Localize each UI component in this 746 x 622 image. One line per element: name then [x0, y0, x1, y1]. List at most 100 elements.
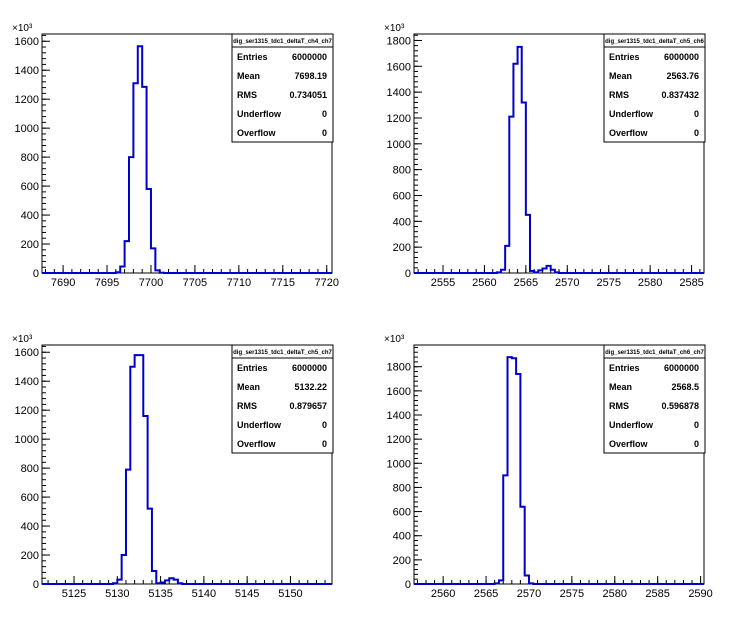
x-tick-label: 2575: [596, 277, 620, 289]
histogram-line: [414, 45, 704, 274]
x-tick-label: 2590: [688, 588, 712, 600]
y-tick-label: 600: [393, 507, 411, 519]
stats-label: Mean: [237, 71, 260, 81]
stats-box: dig_ser1315_tdc1_deltaT_ch4_ch7 Entries 60…: [231, 33, 334, 143]
stats-label: Entries: [237, 52, 268, 62]
y-tick-label: 800: [21, 463, 39, 475]
x-tick-label: 2585: [645, 588, 669, 600]
stats-value: 0: [322, 128, 327, 138]
y-tick-label: 800: [21, 152, 39, 164]
y-tick-label: 1400: [387, 410, 411, 422]
histogram-line: [42, 45, 332, 274]
y-tick-label: 1000: [15, 434, 39, 446]
y-tick-label: 1200: [15, 94, 39, 106]
y-tick-label: 0: [405, 268, 411, 280]
stats-value: 0.596878: [661, 401, 699, 411]
y-tick-label: 1600: [387, 61, 411, 73]
stats-value: 0.734051: [289, 90, 327, 100]
stats-box-frame: [231, 344, 334, 454]
stats-value: 0: [322, 109, 327, 119]
stats-value: 6000000: [664, 52, 699, 62]
x-tick-label: 2560: [472, 277, 496, 289]
stats-label: Entries: [609, 52, 640, 62]
x-tick-label: 5135: [148, 588, 172, 600]
x-tick-label: 5150: [278, 588, 302, 600]
x-tick-label: 7700: [139, 277, 163, 289]
stats-box-frame: [231, 33, 334, 143]
y-exponent-label: ×10³: [12, 23, 33, 34]
stats-box: dig_ser1315_tdc1_deltaT_ch6_ch7 Entries 60…: [603, 344, 706, 454]
stats-label: Overflow: [237, 128, 277, 138]
x-tick-label: 2565: [474, 588, 498, 600]
y-tick-label: 0: [405, 579, 411, 591]
y-tick-label: 1000: [387, 139, 411, 151]
x-tick-label: 5130: [105, 588, 129, 600]
x-tick-label: 2585: [679, 277, 703, 289]
stats-label: Overflow: [609, 128, 649, 138]
stats-label: RMS: [237, 90, 257, 100]
x-tick-label: 2570: [555, 277, 579, 289]
histogram-pad-4: 0 200 400 600 800 1000 1200 1400 1600 1800 ×10³ 256…: [384, 334, 713, 600]
histogram-pad-2: 0 200 400 600 800 1000 1200 1400 1600 1800×10³ 255…: [384, 23, 706, 289]
y-tick-label: 1000: [387, 458, 411, 470]
x-tick-label: 7710: [227, 277, 251, 289]
y-tick-label: 600: [393, 190, 411, 202]
y-tick-label: 400: [21, 521, 39, 533]
stats-value: 0: [694, 439, 699, 449]
stats-value: 2563.76: [666, 71, 699, 81]
x-tick-label: 7705: [183, 277, 207, 289]
x-tick-label: 5145: [235, 588, 259, 600]
stats-box: dig_ser1315_tdc1_deltaT_ch5_ch7 Entries 60…: [231, 344, 334, 454]
x-tick-label: 7720: [314, 277, 338, 289]
stats-value: 2568.5: [671, 382, 699, 392]
y-tick-label: 1400: [15, 65, 39, 77]
stats-value: 0: [322, 420, 327, 430]
y-exponent-label: ×10³: [384, 23, 405, 34]
y-tick-label: 1400: [387, 87, 411, 99]
y-tick-label: 800: [393, 165, 411, 177]
x-tick-label: 7715: [271, 277, 295, 289]
x-tick-label: 2570: [517, 588, 541, 600]
stats-title: dig_ser1315_tdc1_deltaT_ch4_ch7: [233, 39, 332, 45]
x-tick-label: 2580: [603, 588, 627, 600]
y-tick-label: 1600: [387, 386, 411, 398]
x-tick-label: 2565: [514, 277, 538, 289]
y-tick-label: 400: [393, 531, 411, 543]
stats-label: Overflow: [237, 439, 277, 449]
stats-title: dig_ser1315_tdc1_deltaT_ch5_ch7: [233, 350, 332, 356]
stats-value: 6000000: [292, 363, 327, 373]
y-tick-label: 200: [21, 239, 39, 251]
y-tick-label: 600: [21, 181, 39, 193]
stats-box-frame: [603, 344, 706, 454]
y-exponent-label: ×10³: [384, 334, 405, 345]
y-tick-label: 600: [21, 492, 39, 504]
x-tick-label: 7690: [51, 277, 75, 289]
y-tick-label: 1200: [387, 434, 411, 446]
y-tick-label: 200: [393, 555, 411, 567]
x-tick-label: 5140: [192, 588, 216, 600]
stats-value: 0.837432: [661, 90, 699, 100]
y-tick-label: 1800: [387, 35, 411, 47]
stats-label: RMS: [237, 401, 257, 411]
stats-value: 6000000: [664, 363, 699, 373]
x-tick-label: 2575: [560, 588, 584, 600]
x-tick-label: 5125: [62, 588, 86, 600]
stats-title: dig_ser1315_tdc1_deltaT_ch5_ch6: [605, 39, 704, 45]
stats-value: 6000000: [292, 52, 327, 62]
x-tick-label: 7695: [95, 277, 119, 289]
y-tick-label: 1400: [15, 376, 39, 388]
histogram-line: [414, 356, 704, 585]
stats-label: Underflow: [609, 420, 654, 430]
x-tick-label: 2560: [431, 588, 455, 600]
stats-label: RMS: [609, 401, 629, 411]
stats-label: Mean: [609, 71, 632, 81]
stats-box: dig_ser1315_tdc1_deltaT_ch5_ch6 Entries 60…: [603, 33, 706, 143]
histogram-pad-3: 0 200 400 600 800 1000 1200 1400 1600 ×10³ 5125 513…: [12, 334, 334, 600]
stats-title: dig_ser1315_tdc1_deltaT_ch6_ch7: [605, 350, 704, 356]
y-exponent-label: ×10³: [12, 334, 33, 345]
stats-label: RMS: [609, 90, 629, 100]
stats-label: Entries: [237, 363, 268, 373]
stats-label: Mean: [237, 382, 260, 392]
y-tick-label: 1000: [15, 123, 39, 135]
